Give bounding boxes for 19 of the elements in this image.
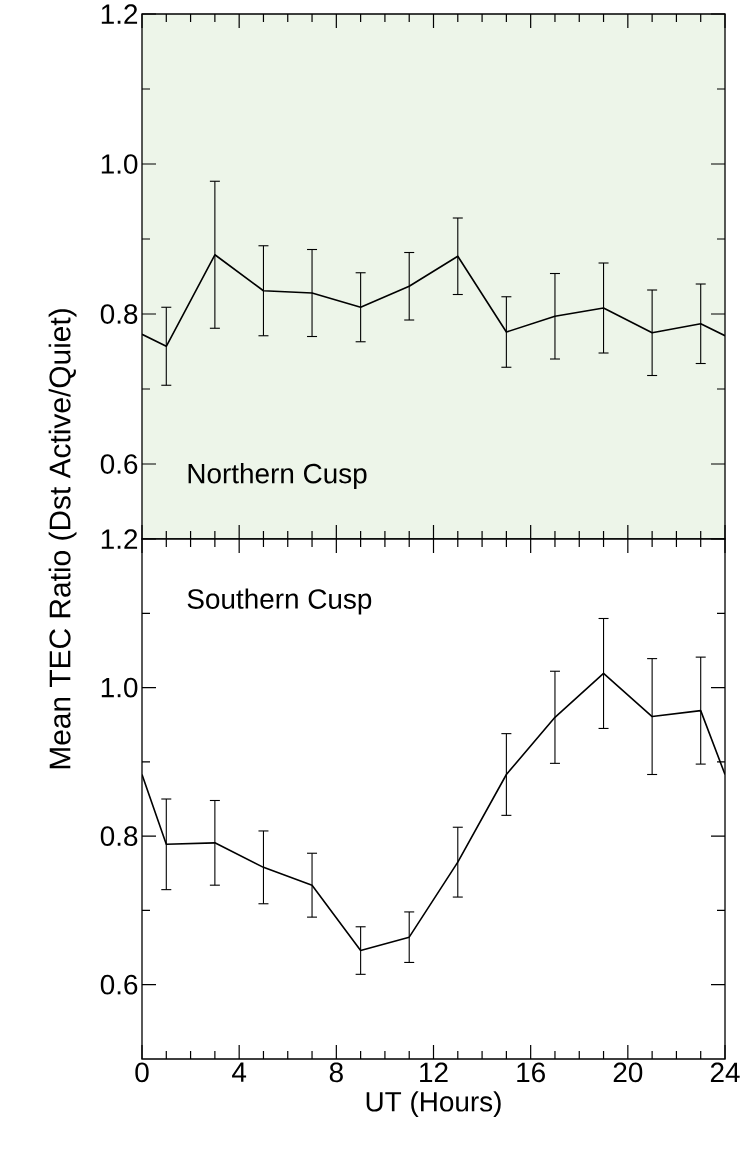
y-tick-label: 0.6 <box>100 974 138 995</box>
y-tick-label: 1.0 <box>101 154 138 174</box>
y-tick-label: 1.0 <box>101 677 138 698</box>
y-tick-label: 1.2 <box>101 529 138 549</box>
y-tick-label: 0.8 <box>100 826 138 847</box>
x-axis-title: UT (Hours) <box>366 1091 501 1118</box>
x-tick-label: 4 <box>232 1062 247 1082</box>
x-tick-label: 16 <box>517 1062 545 1083</box>
x-tick-label: 24 <box>710 1062 740 1083</box>
x-tick-label: 0 <box>135 1062 149 1083</box>
y-tick-label: 1.2 <box>101 4 138 24</box>
annotation: Southern Cusp <box>187 588 372 615</box>
y-tick-label: 0.8 <box>100 304 138 324</box>
y-tick-label: 0.6 <box>100 454 138 474</box>
x-tick-label: 12 <box>420 1062 448 1083</box>
x-tick-label: 20 <box>613 1062 643 1083</box>
x-tick-label: 8 <box>329 1062 343 1083</box>
y-axis-title: Mean TEC Ratio (Dst Active/Quiet) <box>48 309 77 769</box>
annotation: Northern Cusp <box>188 463 367 490</box>
